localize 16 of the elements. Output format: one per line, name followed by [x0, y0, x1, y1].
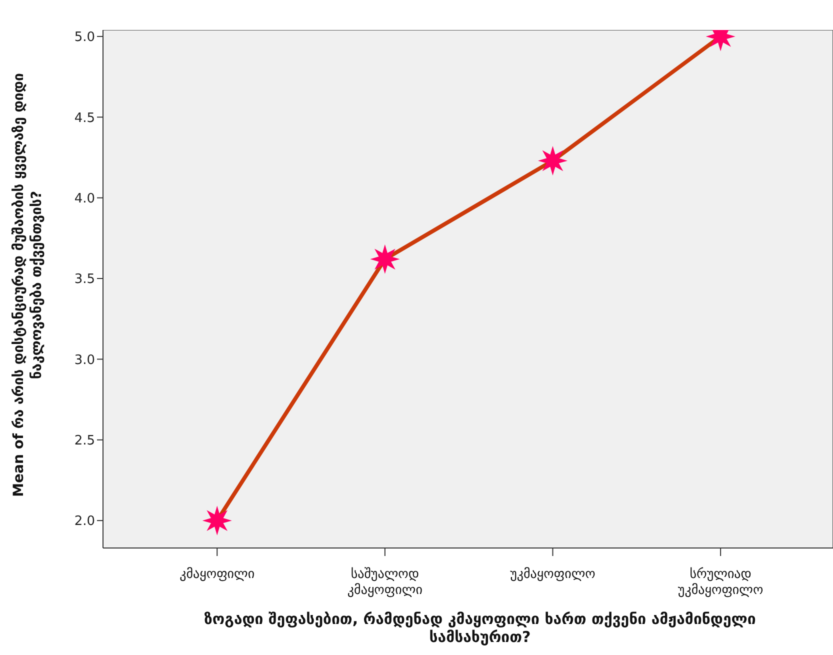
point [371, 246, 398, 273]
x-tick-label: სრულიად უკმაყოფილო [678, 567, 764, 598]
y-axis-title: Mean of რა არის დისტანციურად მუშაობის ყველაზე დიდი ნაკლოვანება თქვენთვის? [10, 72, 46, 499]
y-tick-label: 5.0 [74, 30, 95, 46]
point [539, 147, 566, 174]
y-tick-label: 3.5 [74, 272, 95, 288]
y-tick-label: 4.5 [74, 110, 95, 126]
point [204, 507, 231, 534]
y-tick-label: 2.0 [74, 514, 95, 530]
y-tick-label: 4.0 [74, 191, 95, 206]
x-tick-label: კმაყოფილი [180, 567, 255, 582]
x-tick-label: უკმაყოფილო [510, 567, 596, 582]
y-tick-label: 3.0 [74, 352, 95, 368]
y-tick-label: 2.5 [74, 433, 95, 448]
x-axis-title: ზოგადი შეფასებით, რამდენად კმაყოფილი ხართ თქვენი ამჟამინდელი სამსახურით? [203, 610, 757, 646]
x-tick-label: საშუალოდ კმაყოფილი [347, 567, 423, 598]
